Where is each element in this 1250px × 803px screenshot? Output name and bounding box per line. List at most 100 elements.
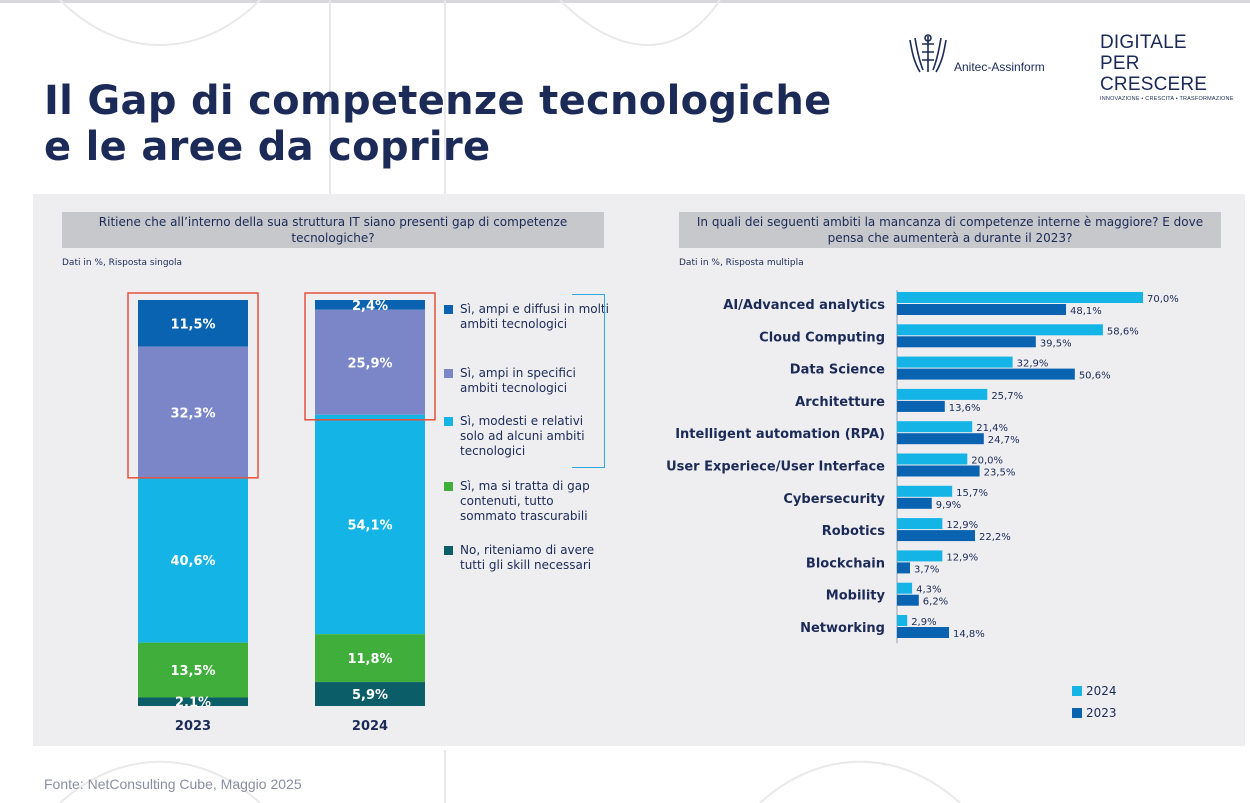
stack-segment	[315, 300, 425, 310]
legend-label: Sì, ampi e diffusi in molti ambiti tecno…	[460, 302, 609, 331]
stack-value-label: 2,1%	[175, 696, 211, 711]
bar-2024	[897, 388, 988, 400]
bar-value-label: 6,2%	[923, 597, 948, 608]
legend-label-2024: 2024	[1086, 684, 1117, 698]
page-title-line-1: Il Gap di competenze tecnologiche	[44, 78, 832, 124]
bar-2023	[897, 400, 945, 412]
legend-item-wide-gaps: Sì, ampi e diffusi in molti ambiti tecno…	[444, 302, 610, 332]
stack-value-label: 25,9%	[347, 356, 392, 371]
bar-2023	[897, 368, 1075, 380]
category-label: AI/Advanced analytics	[723, 298, 885, 313]
stack-segment	[138, 300, 248, 347]
bar-value-label: 24,7%	[988, 435, 1020, 446]
right-question-box: In quali dei seguenti ambiti la mancanza…	[679, 212, 1221, 248]
left-question-box: Ritiene che all’interno della sua strutt…	[62, 212, 604, 248]
bar-2023	[897, 433, 984, 445]
bar-value-label: 39,5%	[1040, 338, 1072, 349]
stack-value-label: 32,3%	[170, 406, 215, 421]
bar-2024	[897, 582, 913, 594]
bar-value-label: 58,6%	[1107, 326, 1139, 337]
bar-value-label: 32,9%	[1017, 359, 1049, 370]
legend-label: Sì, modesti e relativi solo ad alcuni am…	[460, 414, 585, 458]
legend-swatch	[444, 417, 453, 426]
legend-swatch	[444, 305, 453, 314]
bar-value-label: 70,0%	[1147, 294, 1179, 305]
legend-label: Sì, ampi in specifici ambiti tecnologici	[460, 366, 576, 395]
stack-segment	[138, 697, 248, 706]
bar-2024	[897, 453, 968, 465]
highlight-box	[127, 292, 259, 479]
digitale-per-crescere-logo: DIGITALE PER CRESCERE INNOVAZIONE • CRES…	[1100, 32, 1240, 102]
bar-value-label: 13,6%	[949, 403, 981, 414]
eagle-emblem-icon	[909, 34, 947, 73]
bar-2024	[897, 324, 1103, 336]
stack-value-label: 11,8%	[347, 652, 392, 667]
bar-value-label: 23,5%	[984, 468, 1016, 479]
legend-swatch-2023	[1072, 708, 1082, 718]
source-note: Fonte: NetConsulting Cube, Maggio 2025	[44, 776, 302, 792]
category-label: Data Science	[790, 363, 885, 378]
legend-item-negligible-gaps: Sì, ma si tratta di gap contenuti, tutto…	[444, 479, 610, 524]
category-label: Robotics	[822, 524, 886, 539]
legend-swatch	[444, 369, 453, 378]
category-label: Mobility	[826, 589, 886, 604]
bar-2023	[897, 530, 976, 542]
stack-value-label: 5,9%	[352, 688, 388, 703]
bar-value-label: 50,6%	[1079, 371, 1111, 382]
legend-item-modest-gaps: Sì, modesti e relativi solo ad alcuni am…	[444, 414, 610, 459]
bar-value-label: 21,4%	[976, 423, 1008, 434]
stack-value-label: 11,5%	[170, 317, 215, 332]
stack-segment	[315, 682, 425, 706]
legend-2024: 2024	[1072, 684, 1117, 698]
bar-2024	[897, 485, 953, 497]
category-label: Intelligent automation (RPA)	[675, 427, 885, 442]
stack-value-label: 2,4%	[352, 299, 388, 314]
bar-2023	[897, 304, 1067, 315]
bar-value-label: 15,7%	[956, 488, 988, 499]
bar-2024	[897, 518, 943, 530]
legend-swatch	[444, 482, 453, 491]
bar-2023	[897, 465, 980, 477]
bar-value-label: 20,0%	[971, 456, 1003, 467]
stack-value-label: 40,6%	[170, 554, 215, 569]
bar-2024	[897, 550, 943, 562]
category-label: Networking	[800, 621, 885, 636]
bar-value-label: 14,8%	[953, 629, 985, 640]
bar-2023	[897, 336, 1036, 348]
stack-segment	[138, 477, 248, 643]
category-label: Cybersecurity	[783, 492, 885, 507]
bar-value-label: 25,7%	[991, 391, 1023, 402]
legend-label: Sì, ma si tratta di gap contenuti, tutto…	[460, 479, 590, 523]
bar-2023	[897, 627, 950, 638]
legend-label: No, riteniamo di avere tutti gli skill n…	[460, 543, 595, 572]
stack-segment	[138, 642, 248, 698]
legend-2023: 2023	[1072, 706, 1117, 720]
bar-2024	[897, 292, 1143, 303]
category-label: Cloud Computing	[759, 330, 885, 345]
stack-segment	[315, 414, 425, 635]
stack-value-label: 13,5%	[170, 664, 215, 679]
bar-value-label: 22,2%	[979, 532, 1011, 543]
category-label: 2023	[175, 719, 211, 734]
legend-item-specific-gaps: Sì, ampi in specifici ambiti tecnologici	[444, 366, 610, 396]
anitec-assinform-logo: Anitec-Assinform	[906, 32, 1066, 78]
stack-segment	[315, 634, 425, 683]
bar-2023	[897, 497, 932, 509]
bar-2024	[897, 421, 973, 433]
category-label: Architetture	[795, 395, 885, 410]
bar-2024	[897, 356, 1013, 368]
legend-swatch	[444, 546, 453, 555]
legend-item-no-gaps: No, riteniamo di avere tutti gli skill n…	[444, 543, 610, 573]
bar-value-label: 9,9%	[936, 500, 961, 511]
bar-2023	[897, 594, 919, 606]
bar-value-label: 12,9%	[946, 520, 978, 531]
bar-2024	[897, 615, 908, 626]
legend-label-2023: 2023	[1086, 706, 1117, 720]
logo-line-1: DIGITALE	[1100, 32, 1187, 53]
page-title: Il Gap di competenze tecnologiche e le a…	[44, 78, 832, 170]
bar-value-label: 4,3%	[916, 585, 941, 596]
legend-bracket	[572, 294, 605, 468]
logo-line-2: PER CRESCERE	[1100, 53, 1208, 95]
